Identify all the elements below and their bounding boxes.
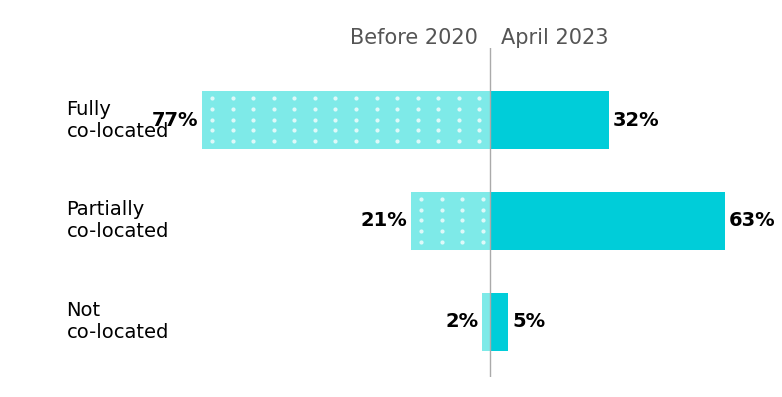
Bar — [411, 192, 490, 250]
Text: Not
co-located: Not co-located — [66, 301, 169, 342]
Bar — [490, 91, 609, 149]
Bar — [202, 91, 490, 149]
Text: April 2023: April 2023 — [500, 28, 608, 48]
Bar — [482, 293, 490, 351]
Text: 5%: 5% — [512, 312, 545, 331]
Text: 21%: 21% — [361, 212, 407, 231]
Text: Partially
co-located: Partially co-located — [66, 200, 169, 241]
Bar — [490, 293, 508, 351]
Text: 2%: 2% — [445, 312, 479, 331]
Bar — [490, 192, 725, 250]
Text: Before 2020: Before 2020 — [350, 28, 479, 48]
Text: 63%: 63% — [729, 212, 775, 231]
Text: 77%: 77% — [152, 111, 198, 130]
Text: Fully
co-located: Fully co-located — [66, 100, 169, 141]
Text: 32%: 32% — [613, 111, 659, 130]
